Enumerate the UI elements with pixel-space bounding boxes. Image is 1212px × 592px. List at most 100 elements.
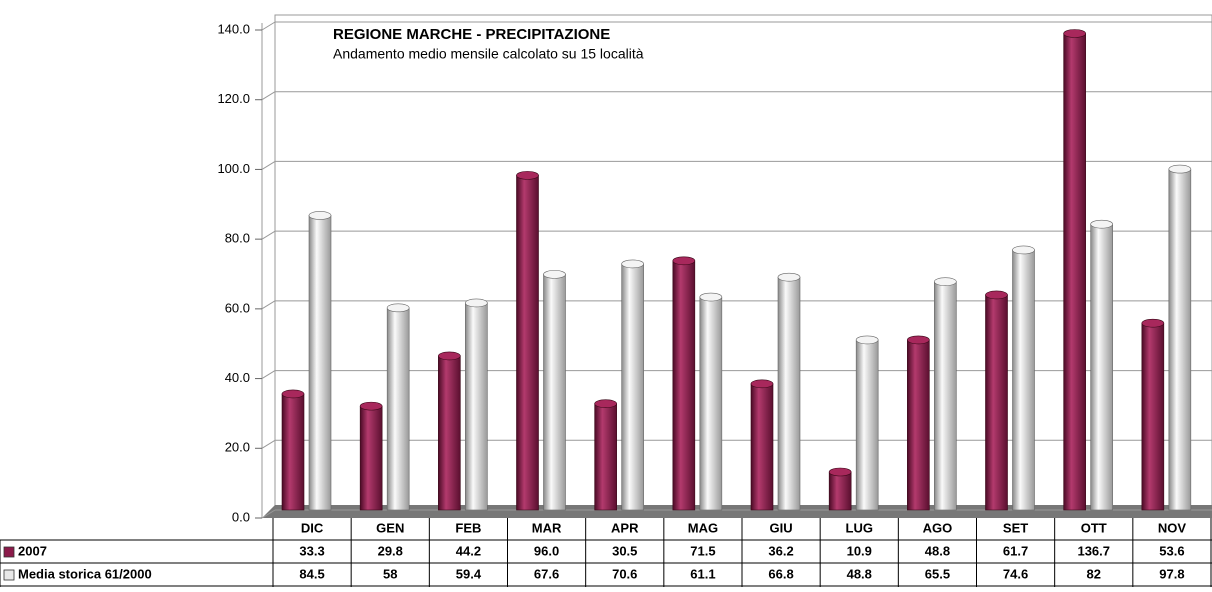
bar-cap bbox=[750, 379, 774, 389]
data-table bbox=[0, 518, 1212, 587]
table-value: 30.5 bbox=[612, 543, 637, 558]
x-tick-label: GIU bbox=[770, 520, 793, 535]
bar-body bbox=[438, 355, 461, 511]
bar-cap bbox=[855, 335, 879, 345]
table-value: 29.8 bbox=[378, 543, 403, 558]
table-value: 70.6 bbox=[612, 566, 637, 581]
bar bbox=[359, 401, 383, 511]
back-wall bbox=[274, 14, 1212, 511]
grid-line-side bbox=[261, 439, 276, 449]
bar-body bbox=[750, 383, 774, 511]
y-tick-label: 60.0 bbox=[225, 300, 250, 315]
bar-body bbox=[1012, 249, 1035, 511]
bar-cap bbox=[465, 298, 488, 308]
bar-body bbox=[828, 471, 852, 511]
table-value: 48.8 bbox=[847, 566, 872, 581]
chart-title: REGIONE MARCHE - PRECIPITAZIONE bbox=[333, 26, 610, 43]
bar bbox=[386, 303, 410, 511]
bar-cap bbox=[777, 272, 801, 282]
bar-body bbox=[465, 302, 488, 511]
table-value: 66.8 bbox=[768, 566, 793, 581]
bar-body bbox=[1141, 322, 1165, 511]
x-tick-label: NOV bbox=[1158, 520, 1187, 535]
bar-cap bbox=[386, 303, 410, 313]
table-value: 10.9 bbox=[847, 543, 872, 558]
bar bbox=[828, 467, 852, 511]
bar bbox=[1063, 29, 1086, 511]
bar-body bbox=[777, 276, 801, 511]
y-tick-label: 40.0 bbox=[225, 370, 250, 385]
legend-label: 2007 bbox=[18, 543, 47, 558]
table-value: 84.5 bbox=[299, 566, 324, 581]
x-tick-label: FEB bbox=[455, 520, 481, 535]
x-tick-label: MAG bbox=[688, 520, 718, 535]
table-value: 36.2 bbox=[768, 543, 793, 558]
bar bbox=[543, 270, 566, 511]
floor bbox=[262, 505, 1212, 518]
x-tick-label: LUG bbox=[846, 520, 873, 535]
bar-body bbox=[934, 281, 957, 511]
bar-body bbox=[281, 393, 305, 511]
bar-body bbox=[985, 294, 1008, 511]
bar bbox=[985, 290, 1008, 511]
bar-cap bbox=[1012, 245, 1035, 255]
y-tick-label: 100.0 bbox=[217, 161, 250, 176]
bar bbox=[699, 292, 723, 511]
bar bbox=[855, 335, 879, 511]
bar bbox=[777, 272, 801, 511]
bar bbox=[672, 256, 696, 511]
bar-body bbox=[516, 175, 539, 511]
table-value: 82 bbox=[1087, 566, 1101, 581]
bar-body bbox=[855, 339, 879, 511]
bar-cap bbox=[672, 256, 696, 266]
bar bbox=[750, 379, 774, 511]
table-value: 61.1 bbox=[690, 566, 715, 581]
x-tick-label: APR bbox=[611, 520, 639, 535]
bar-body bbox=[907, 339, 930, 511]
y-tick-label: 140.0 bbox=[217, 21, 250, 36]
table-value: 136.7 bbox=[1077, 543, 1110, 558]
grid-line-side bbox=[261, 509, 276, 519]
bar bbox=[308, 211, 332, 511]
bar bbox=[465, 298, 488, 511]
bar-cap bbox=[594, 399, 617, 408]
bar bbox=[281, 389, 305, 511]
y-tick-label: 120.0 bbox=[217, 91, 250, 106]
bar-cap bbox=[1090, 219, 1113, 229]
bar-body bbox=[308, 215, 332, 511]
bar-cap bbox=[621, 259, 644, 269]
y-tick-label: 0.0 bbox=[232, 509, 250, 524]
table-value: 53.6 bbox=[1159, 543, 1184, 558]
x-tick-label: DIC bbox=[301, 520, 324, 535]
table-value: 71.5 bbox=[690, 543, 715, 558]
bar-cap bbox=[699, 292, 723, 302]
bar-cap bbox=[934, 277, 957, 286]
bar bbox=[1168, 164, 1192, 511]
grid-line-side bbox=[261, 21, 276, 31]
bar-body bbox=[1063, 33, 1086, 511]
chart-subtitle: Andamento medio mensile calcolato su 15 … bbox=[333, 46, 644, 62]
bar-cap bbox=[1168, 164, 1192, 174]
bar-body bbox=[621, 263, 644, 511]
grid-line-side bbox=[261, 370, 276, 379]
bar-body bbox=[543, 274, 566, 511]
bar-cap bbox=[985, 290, 1008, 300]
bar-cap bbox=[1063, 29, 1086, 38]
x-tick-label: MAR bbox=[532, 520, 562, 535]
y-tick-label: 20.0 bbox=[225, 440, 250, 455]
table-value: 65.5 bbox=[925, 566, 950, 581]
table-value: 59.4 bbox=[456, 566, 482, 581]
table-value: 67.6 bbox=[534, 566, 559, 581]
bar bbox=[907, 335, 930, 511]
bar-cap bbox=[308, 211, 332, 220]
bar-body bbox=[359, 405, 383, 511]
bar bbox=[516, 171, 539, 511]
bar-body bbox=[594, 403, 617, 511]
table-value: 61.7 bbox=[1003, 543, 1028, 558]
bar bbox=[594, 399, 617, 511]
table-value: 97.8 bbox=[1159, 566, 1184, 581]
bar-cap bbox=[1141, 318, 1165, 328]
table-value: 48.8 bbox=[925, 543, 950, 558]
bar-cap bbox=[516, 171, 539, 180]
table-value: 58 bbox=[383, 566, 397, 581]
